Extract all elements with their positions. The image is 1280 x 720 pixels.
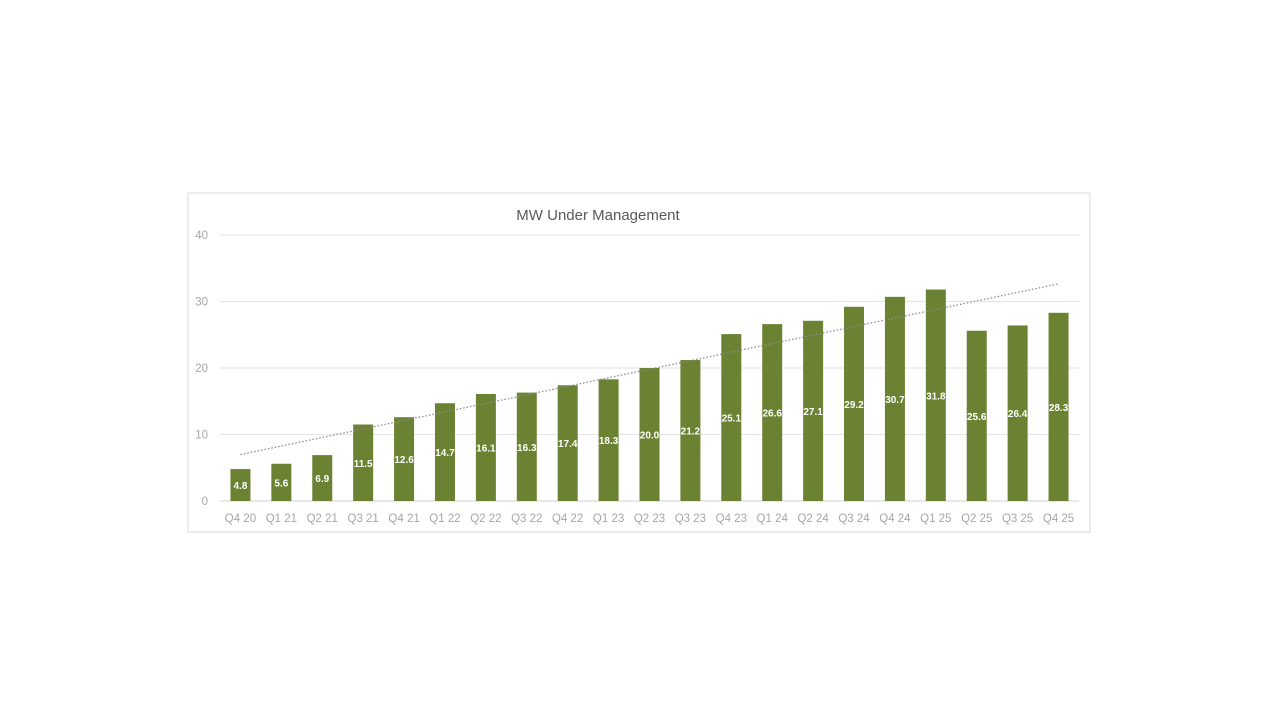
x-tick-label: Q2 23 xyxy=(634,513,665,525)
data-label: 16.1 xyxy=(476,443,496,454)
y-tick-label: 20 xyxy=(195,363,208,375)
bar xyxy=(966,330,987,501)
x-tick-label: Q3 22 xyxy=(511,513,542,525)
x-tick-label: Q3 23 xyxy=(675,513,706,525)
data-label: 5.6 xyxy=(274,478,288,489)
data-label: 30.7 xyxy=(885,395,905,406)
data-labels: 4.8 5.6 6.9 11.5 12.6 14.7 16.1 16.3 17.4 18.3 20.… xyxy=(233,391,1068,492)
x-tick-label: Q4 23 xyxy=(716,513,747,525)
bar xyxy=(721,334,742,501)
bar xyxy=(353,424,374,501)
bar xyxy=(1007,325,1028,501)
data-label: 31.8 xyxy=(926,391,946,402)
x-axis: Q4 20 Q1 21 Q2 21 Q3 21 Q4 21 Q1 22 Q2 22 Q3 22… xyxy=(225,513,1074,525)
x-tick-label: Q2 22 xyxy=(470,513,501,525)
data-label: 29.2 xyxy=(844,400,864,411)
x-tick-label: Q1 23 xyxy=(593,513,624,525)
y-axis: 0 10 20 30 40 xyxy=(195,230,208,508)
trendline xyxy=(240,283,1059,456)
bar xyxy=(1048,312,1069,501)
x-tick-label: Q4 22 xyxy=(552,513,583,525)
bar xyxy=(925,289,946,501)
bar xyxy=(639,368,660,501)
data-label: 26.4 xyxy=(1008,409,1028,420)
bar xyxy=(394,417,415,501)
bar xyxy=(230,469,251,501)
x-tick-label: Q3 24 xyxy=(838,513,870,525)
data-label: 25.6 xyxy=(967,412,987,423)
x-tick-label: Q4 24 xyxy=(879,513,911,525)
x-tick-label: Q1 21 xyxy=(266,513,297,525)
bar xyxy=(434,403,455,501)
x-tick-label: Q1 22 xyxy=(429,513,460,525)
data-label: 21.2 xyxy=(681,427,701,438)
bar xyxy=(762,324,783,501)
data-label: 14.7 xyxy=(435,448,455,459)
bar xyxy=(803,320,824,501)
bar xyxy=(475,393,496,501)
y-tick-label: 10 xyxy=(195,430,208,442)
data-label: 25.1 xyxy=(722,414,742,425)
data-label: 16.3 xyxy=(517,443,537,454)
x-tick-label: Q1 24 xyxy=(757,513,789,525)
y-tick-label: 0 xyxy=(202,496,208,508)
bar xyxy=(557,385,578,501)
data-label: 28.3 xyxy=(1049,403,1069,414)
x-tick-label: Q3 21 xyxy=(348,513,379,525)
x-tick-label: Q1 25 xyxy=(920,513,951,525)
bar xyxy=(598,379,619,501)
bar-series xyxy=(230,289,1069,501)
trendline-path xyxy=(240,283,1059,456)
data-label: 26.6 xyxy=(762,409,782,420)
bar xyxy=(312,455,333,501)
x-tick-label: Q4 21 xyxy=(388,513,419,525)
data-label: 11.5 xyxy=(354,459,373,470)
x-tick-label: Q4 25 xyxy=(1043,513,1074,525)
bar xyxy=(516,392,537,501)
y-tick-label: 30 xyxy=(195,297,208,309)
data-label: 18.3 xyxy=(599,436,619,447)
x-tick-label: Q2 24 xyxy=(797,513,829,525)
data-label: 4.8 xyxy=(233,481,247,492)
y-tick-label: 40 xyxy=(195,230,208,242)
bar xyxy=(884,296,905,501)
x-tick-label: Q2 25 xyxy=(961,513,992,525)
x-tick-label: Q3 25 xyxy=(1002,513,1033,525)
bar xyxy=(680,360,701,501)
bar xyxy=(844,306,865,501)
x-tick-label: Q2 21 xyxy=(307,513,338,525)
data-label: 17.4 xyxy=(558,439,578,450)
data-label: 27.1 xyxy=(803,407,823,418)
chart-title: MW Under Management xyxy=(516,207,680,224)
data-label: 6.9 xyxy=(315,474,329,485)
data-label: 20.0 xyxy=(640,431,660,442)
bar xyxy=(271,463,292,501)
data-label: 12.6 xyxy=(394,455,414,466)
x-tick-label: Q4 20 xyxy=(225,513,256,525)
